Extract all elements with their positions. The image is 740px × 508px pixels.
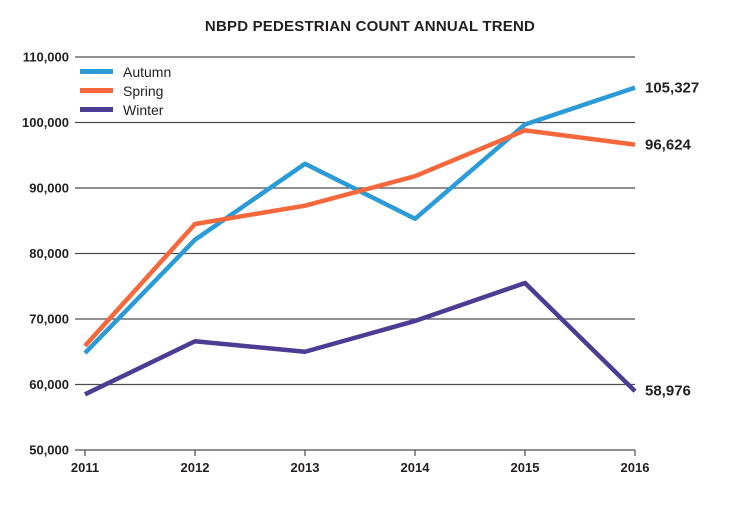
x-tick-label: 2014 xyxy=(401,460,431,475)
series-line-autumn xyxy=(83,85,636,355)
x-tick-label: 2011 xyxy=(71,460,99,475)
y-tick-label: 70,000 xyxy=(29,312,69,327)
y-tick-label: 90,000 xyxy=(29,181,69,196)
y-tick-label: 60,000 xyxy=(29,377,69,392)
x-tick-label: 2013 xyxy=(291,460,320,475)
legend-label-winter: Winter xyxy=(123,101,164,118)
legend-item-spring: Spring xyxy=(80,81,171,100)
legend-swatch-autumn xyxy=(80,69,113,74)
x-tick-label: 2012 xyxy=(181,460,210,475)
legend-item-winter: Winter xyxy=(80,100,171,119)
legend-item-autumn: Autumn xyxy=(80,62,171,81)
y-tick-label: 50,000 xyxy=(29,443,69,458)
series-end-label-autumn: 105,327 xyxy=(645,79,700,97)
legend-label-autumn: Autumn xyxy=(123,63,172,80)
y-tick-label: 110,000 xyxy=(23,50,69,65)
series-line-winter xyxy=(84,280,637,397)
x-tick-label: 2015 xyxy=(511,460,540,475)
y-tick-label: 80,000 xyxy=(29,246,69,261)
chart-title: NBPD PEDESTRIAN COUNT ANNUAL TREND xyxy=(204,18,536,35)
series-end-label-spring: 96,624 xyxy=(645,136,691,154)
legend-swatch-spring xyxy=(80,88,113,93)
legend: Autumn Spring Winter xyxy=(80,62,171,119)
series-line-spring xyxy=(83,128,636,348)
series-end-label-winter: 58,976 xyxy=(645,382,691,400)
y-tick-label: 100,000 xyxy=(22,115,69,130)
legend-swatch-winter xyxy=(80,107,113,112)
legend-label-spring: Spring xyxy=(123,82,164,99)
x-tick-label: 2016 xyxy=(621,460,650,475)
